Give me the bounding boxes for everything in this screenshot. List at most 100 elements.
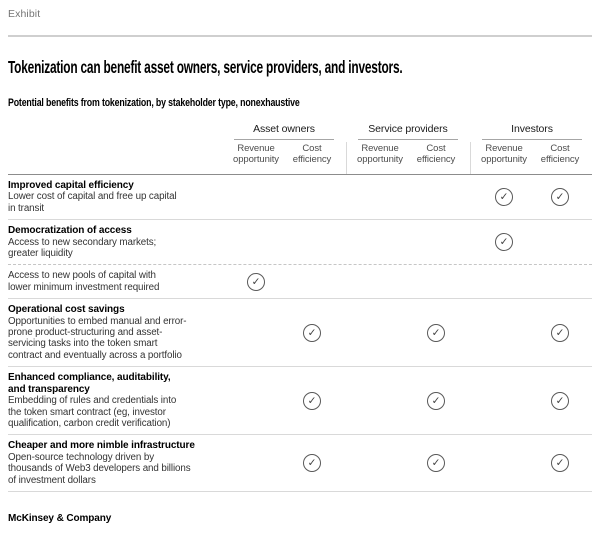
check-cell: ✓ <box>228 299 284 366</box>
page-title: Tokenization can benefit asset owners, s… <box>8 57 403 77</box>
group-gap <box>464 220 476 264</box>
header-spacer <box>8 123 228 140</box>
header-spacer <box>8 140 228 174</box>
group-divider <box>340 140 352 174</box>
check-cell: ✓ <box>408 367 464 434</box>
check-icon: ✓ <box>551 391 569 410</box>
check-cell: ✓ <box>284 220 340 264</box>
check-icon: ✓ <box>303 323 321 342</box>
check-cell: ✓ <box>476 220 532 264</box>
row-description: Lower cost of capital and free up capita… <box>8 191 177 214</box>
check-icon: ✓ <box>551 188 569 207</box>
table-row-enhanced-compliance: Enhanced compliance, auditability, and t… <box>8 366 592 434</box>
check-cell: ✓ <box>476 175 532 219</box>
subcolumn-row: Revenue opportunity Cost efficiency Reve… <box>8 140 592 174</box>
table-body: Improved capital efficiency Lower cost o… <box>8 174 592 492</box>
group-header-asset-owners: Asset owners <box>234 123 334 140</box>
check-cell: ✓ <box>352 265 408 298</box>
row-text: Enhanced compliance, auditability, and t… <box>8 367 228 434</box>
row-description: Access to new pools of capital with lowe… <box>8 270 160 293</box>
check-cell: ✓ <box>408 265 464 298</box>
check-icon: ✓ <box>303 454 321 473</box>
check-icon: ✓ <box>551 454 569 473</box>
group-gap <box>340 435 352 491</box>
check-cell: ✓ <box>284 435 340 491</box>
top-rule <box>8 35 592 37</box>
check-cell: ✓ <box>284 299 340 366</box>
row-heading: Improved capital efficiency <box>8 180 134 191</box>
column-group-row: Asset owners Service providers Investors <box>8 123 592 140</box>
table-row-new-pools-of-capital: Access to new pools of capital with lowe… <box>8 264 592 298</box>
row-heading: Enhanced compliance, auditability, and t… <box>8 372 171 395</box>
group-header-investors: Investors <box>482 123 582 140</box>
row-description: Opportunities to embed manual and error-… <box>8 315 187 361</box>
group-gap <box>340 220 352 264</box>
page-subtitle: Potential benefits from tokenization, by… <box>8 97 300 109</box>
check-cell: ✓ <box>352 367 408 434</box>
check-cell: ✓ <box>476 367 532 434</box>
exhibit-label: Exhibit <box>8 8 41 20</box>
check-cell: ✓ <box>532 220 588 264</box>
check-icon: ✓ <box>495 233 513 252</box>
check-cell: ✓ <box>228 175 284 219</box>
check-cell: ✓ <box>352 299 408 366</box>
check-cell: ✓ <box>532 299 588 366</box>
subheader-investors-cost: Cost efficiency <box>540 143 580 165</box>
check-cell: ✓ <box>284 175 340 219</box>
check-cell: ✓ <box>532 435 588 491</box>
group-gap <box>340 367 352 434</box>
check-cell: ✓ <box>532 265 588 298</box>
row-heading: Operational cost savings <box>8 304 125 316</box>
group-gap <box>340 123 352 140</box>
check-icon: ✓ <box>495 188 513 207</box>
check-icon: ✓ <box>427 323 445 342</box>
check-cell: ✓ <box>228 220 284 264</box>
table-row-democratization-of-access: Democratization of access Access to new … <box>8 219 592 264</box>
check-cell: ✓ <box>352 435 408 491</box>
footer-brand: McKinsey & Company <box>8 512 112 524</box>
check-cell: ✓ <box>408 220 464 264</box>
check-cell: ✓ <box>408 435 464 491</box>
row-heading: Democratization of access <box>8 225 132 237</box>
vertical-rule <box>470 142 471 174</box>
group-gap <box>464 265 476 298</box>
table-row-operational-cost-savings: Operational cost savings Opportunities t… <box>8 298 592 366</box>
group-gap <box>340 299 352 366</box>
check-cell: ✓ <box>352 175 408 219</box>
row-text: Access to new pools of capital with lowe… <box>8 265 228 298</box>
check-cell: ✓ <box>228 265 284 298</box>
check-icon: ✓ <box>427 391 445 410</box>
group-gap <box>340 175 352 219</box>
check-cell: ✓ <box>284 265 340 298</box>
row-text: Operational cost savings Opportunities t… <box>8 299 228 366</box>
subheader-asset-owners-cost: Cost efficiency <box>292 143 332 165</box>
group-divider <box>464 140 476 174</box>
subheader-service-providers-revenue: Revenue opportunity <box>357 143 403 165</box>
row-heading: Cheaper and more nimble infrastructure <box>8 440 195 452</box>
row-text: Improved capital efficiency Lower cost o… <box>8 175 228 219</box>
group-gap <box>464 175 476 219</box>
table-row-improved-capital-efficiency: Improved capital efficiency Lower cost o… <box>8 174 592 219</box>
row-text: Cheaper and more nimble infrastructure O… <box>8 435 228 491</box>
check-cell: ✓ <box>532 367 588 434</box>
check-cell: ✓ <box>476 265 532 298</box>
check-cell: ✓ <box>532 175 588 219</box>
group-gap <box>464 123 476 140</box>
check-icon: ✓ <box>551 323 569 342</box>
check-cell: ✓ <box>228 435 284 491</box>
group-gap <box>340 265 352 298</box>
row-text: Democratization of access Access to new … <box>8 220 228 264</box>
row-description: Access to new secondary markets; greater… <box>8 236 157 260</box>
check-cell: ✓ <box>284 367 340 434</box>
check-cell: ✓ <box>228 367 284 434</box>
group-gap <box>464 367 476 434</box>
check-icon: ✓ <box>427 454 445 473</box>
subheader-asset-owners-revenue: Revenue opportunity <box>233 143 279 165</box>
check-cell: ✓ <box>476 435 532 491</box>
check-cell: ✓ <box>408 175 464 219</box>
group-gap <box>464 435 476 491</box>
vertical-rule <box>346 142 347 174</box>
row-description: Open-source technology driven by thousan… <box>8 451 191 486</box>
group-gap <box>464 299 476 366</box>
